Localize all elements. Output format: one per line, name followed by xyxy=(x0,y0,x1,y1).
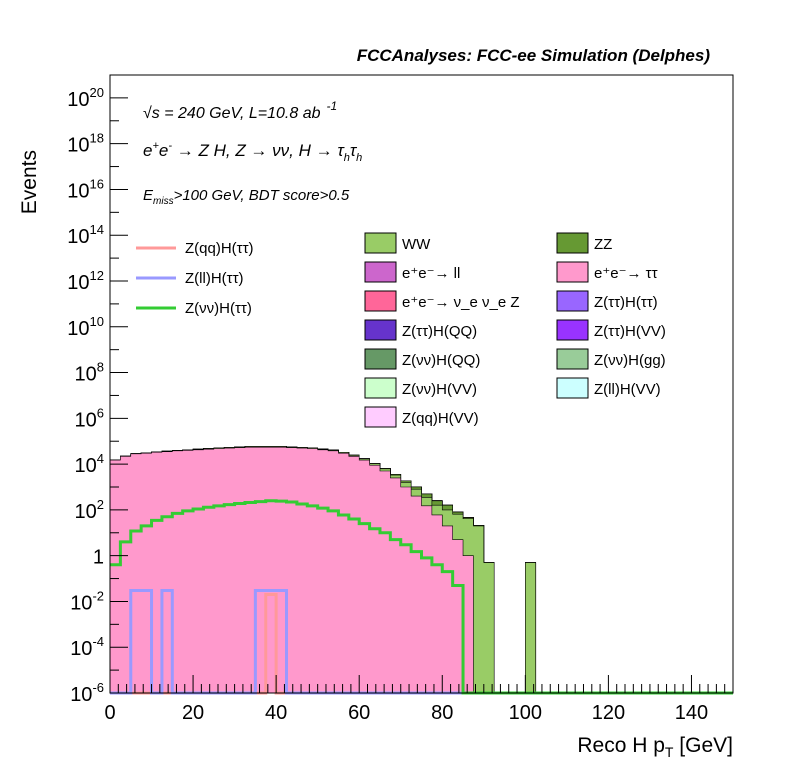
legend-fill-label-6: Z(ττ)H(QQ) xyxy=(402,323,477,340)
x-axis-label-unit: [GeV] xyxy=(673,734,733,757)
y-tick-label-0: 10-6 xyxy=(70,680,104,706)
y-tick-label-4: 102 xyxy=(75,497,104,523)
y-tick-label-2: 10-2 xyxy=(70,588,104,614)
legend-fill-label-12: Z(qq)H(VV) xyxy=(402,410,479,427)
legend-fill-swatch xyxy=(556,377,589,399)
legend-fill-label-5: Z(ττ)H(ττ) xyxy=(594,294,658,311)
x-tick-label-1: 20 xyxy=(182,702,204,724)
legend-line-label-2: Z(νν)H(ττ) xyxy=(185,300,252,317)
energy-text: √s = 240 GeV, L=10.8 ab xyxy=(143,105,321,122)
legend-fill-swatch xyxy=(364,261,397,283)
x-tick-label-0: 0 xyxy=(104,702,115,724)
legend-fill-label-11: Z(ll)H(VV) xyxy=(594,381,661,398)
legend-fill-label-9: Z(νν)H(gg) xyxy=(594,352,666,369)
legend: Z(qq)H(ττ) Z(ll)H(ττ) Z(νν)H(ττ) WW ZZ e⁺e⁻→ … xyxy=(136,232,666,428)
y-tick-label-12: 1018 xyxy=(67,131,104,157)
legend-fill-swatch xyxy=(556,319,589,341)
y-tick-label-8: 1010 xyxy=(67,314,104,340)
axes: 0 20 40 60 80 100 120 140 10-6 10-4 10-2 1 102 104 106… xyxy=(67,74,734,724)
y-tick-label-9: 1012 xyxy=(67,268,104,294)
chart-title: FCCAnalyses: FCC-ee Simulation (Delphes) xyxy=(357,46,711,65)
legend-fill-label-2: e⁺e⁻→ ll xyxy=(402,265,460,282)
stack-1 xyxy=(109,446,536,694)
x-tick-label-3: 60 xyxy=(348,702,370,724)
y-tick-label-10: 1014 xyxy=(67,222,104,248)
line-3 xyxy=(110,499,733,695)
lumi-exponent: -1 xyxy=(327,99,338,113)
cuts-annotation: Emiss>100 GeV, BDT score>0.5 xyxy=(143,187,350,207)
x-tick-label-7: 140 xyxy=(675,702,708,724)
legend-fill-label-3: e⁺e⁻→ ττ xyxy=(594,265,658,282)
x-tick-label-5: 100 xyxy=(509,702,542,724)
plot-frame xyxy=(109,74,734,694)
legend-fill-label-8: Z(νν)H(QQ) xyxy=(402,352,480,369)
energy-annotation: √s = 240 GeV, L=10.8 ab -1 xyxy=(143,99,337,122)
legend-fill-swatch xyxy=(556,261,589,283)
stacked-histograms xyxy=(109,446,537,694)
x-tick-label-4: 80 xyxy=(431,702,453,724)
legend-fill-label-0: WW xyxy=(402,236,431,253)
legend-fill-swatch xyxy=(556,348,589,370)
x-axis-label-sub: T xyxy=(665,744,674,760)
y-axis-label: Events xyxy=(18,150,41,214)
legend-line-label-0: Z(qq)H(ττ) xyxy=(185,240,254,257)
legend-fill-label-1: ZZ xyxy=(594,236,612,253)
x-tick-label-6: 120 xyxy=(592,702,625,724)
legend-fill-swatch xyxy=(556,232,589,254)
x-axis-label: Reco H pT [GeV] xyxy=(577,734,733,760)
y-tick-label-3: 1 xyxy=(93,547,104,569)
y-tick-label-1: 10-4 xyxy=(70,634,104,660)
legend-fill-label-10: Z(νν)H(VV) xyxy=(402,381,477,398)
y-tick-label-5: 104 xyxy=(75,451,104,477)
x-axis-label-main: Reco H p xyxy=(577,734,665,757)
legend-fill-label-4: e⁺e⁻→ ν_e ν_e Z xyxy=(402,294,520,311)
y-tick-label-13: 1020 xyxy=(67,85,104,111)
y-tick-label-7: 108 xyxy=(75,360,104,386)
legend-fill-label-7: Z(ττ)H(VV) xyxy=(594,323,666,340)
legend-fill-swatch xyxy=(364,319,397,341)
legend-fill-swatch xyxy=(364,406,397,428)
y-tick-label-6: 106 xyxy=(75,405,104,431)
legend-fill-swatch xyxy=(364,290,397,312)
legend-fill-swatch xyxy=(364,348,397,370)
legend-fill-swatch xyxy=(556,290,589,312)
legend-fill-swatch xyxy=(364,232,397,254)
legend-fill-swatch xyxy=(364,377,397,399)
x-tick-label-2: 40 xyxy=(265,702,287,724)
legend-line-label-1: Z(ll)H(ττ) xyxy=(185,270,244,287)
y-tick-label-11: 1016 xyxy=(67,176,104,202)
